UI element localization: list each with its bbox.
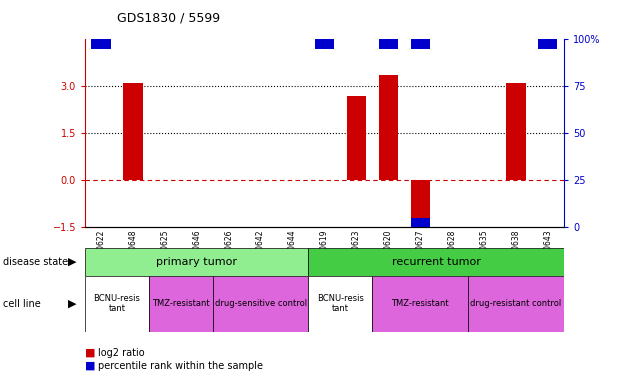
- Bar: [346, 96, 366, 180]
- Text: ■: ■: [85, 361, 96, 370]
- Text: percentile rank within the sample: percentile rank within the sample: [98, 361, 263, 370]
- Text: BCNU-resis
tant: BCNU-resis tant: [93, 294, 140, 314]
- Bar: [538, 39, 558, 49]
- Bar: [309, 276, 372, 332]
- Bar: [379, 39, 398, 49]
- Bar: [411, 39, 430, 49]
- Bar: [85, 276, 149, 332]
- Text: recurrent tumor: recurrent tumor: [392, 256, 481, 267]
- Bar: [91, 39, 111, 49]
- Bar: [411, 180, 430, 220]
- Bar: [309, 248, 564, 276]
- Text: cell line: cell line: [3, 299, 41, 309]
- Bar: [411, 217, 430, 227]
- Text: ▶: ▶: [68, 299, 76, 309]
- Text: log2 ratio: log2 ratio: [98, 348, 144, 357]
- Bar: [213, 276, 309, 332]
- Bar: [372, 276, 468, 332]
- Text: disease state: disease state: [3, 256, 68, 267]
- Bar: [507, 83, 525, 180]
- Text: GDS1830 / 5599: GDS1830 / 5599: [117, 11, 220, 24]
- Bar: [123, 83, 142, 180]
- Bar: [379, 75, 398, 180]
- Bar: [468, 276, 564, 332]
- Text: primary tumor: primary tumor: [156, 256, 238, 267]
- Text: BCNU-resis
tant: BCNU-resis tant: [317, 294, 364, 314]
- Bar: [315, 39, 334, 49]
- Text: drug-sensitive control: drug-sensitive control: [215, 299, 307, 308]
- Text: TMZ-resistant: TMZ-resistant: [391, 299, 449, 308]
- Text: drug-resistant control: drug-resistant control: [471, 299, 561, 308]
- Bar: [149, 276, 213, 332]
- Text: TMZ-resistant: TMZ-resistant: [152, 299, 210, 308]
- Bar: [85, 248, 309, 276]
- Text: ▶: ▶: [68, 256, 76, 267]
- Text: ■: ■: [85, 348, 96, 357]
